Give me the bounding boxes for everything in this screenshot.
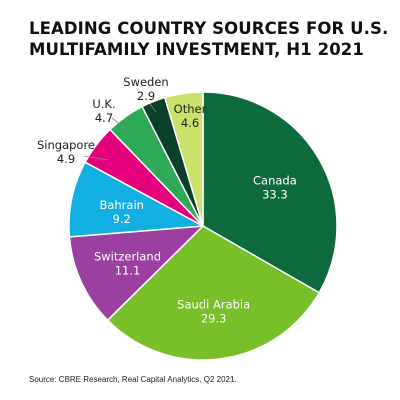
pie-slice-canada bbox=[202, 91, 338, 294]
pie-slice-switzerland bbox=[68, 225, 204, 321]
leader-line-sweden bbox=[149, 103, 157, 113]
slice-value-singapore: 4.9 bbox=[57, 152, 75, 166]
slice-name-singapore: Singapore bbox=[37, 138, 95, 152]
pie-slice-other bbox=[164, 91, 204, 227]
chart-title: LEADING COUNTRY SOURCES FOR U.S. MULTIFA… bbox=[29, 18, 389, 60]
chart-title-line-1: LEADING COUNTRY SOURCES FOR U.S. bbox=[29, 19, 389, 38]
slice-value-other: 4.6 bbox=[181, 116, 199, 130]
chart-title-line-2: MULTIFAMILY INVESTMENT, H1 2021 bbox=[29, 40, 364, 59]
slice-name-canada: Canada bbox=[253, 173, 297, 187]
slice-name-sweden: Sweden bbox=[123, 75, 168, 89]
slice-name-switzerland: Switzerland bbox=[94, 250, 161, 264]
pie-slice-bahrain bbox=[68, 161, 204, 238]
slice-name-bahrain: Bahrain bbox=[99, 198, 143, 212]
slice-value-sweden: 2.9 bbox=[137, 89, 155, 103]
slice-value-bahrain: 9.2 bbox=[113, 212, 131, 226]
slice-name-saudi-arabia: Saudi Arabia bbox=[177, 297, 250, 311]
slice-label-u-k: U.K.4.7 bbox=[92, 97, 115, 125]
slice-value-u-k: 4.7 bbox=[95, 111, 113, 125]
leader-line-singapore bbox=[83, 155, 109, 161]
slice-value-saudi-arabia: 29.3 bbox=[201, 311, 227, 325]
slice-name-other: Other bbox=[174, 102, 207, 116]
slice-name-u-k: U.K. bbox=[92, 97, 115, 111]
chart-source-note: Source: CBRE Research, Real Capital Anal… bbox=[29, 375, 237, 384]
slice-value-switzerland: 11.1 bbox=[115, 264, 141, 278]
leader-line-u-k bbox=[111, 117, 131, 133]
slice-value-canada: 33.3 bbox=[262, 187, 288, 201]
pie-slice-saudi-arabia bbox=[106, 225, 320, 361]
